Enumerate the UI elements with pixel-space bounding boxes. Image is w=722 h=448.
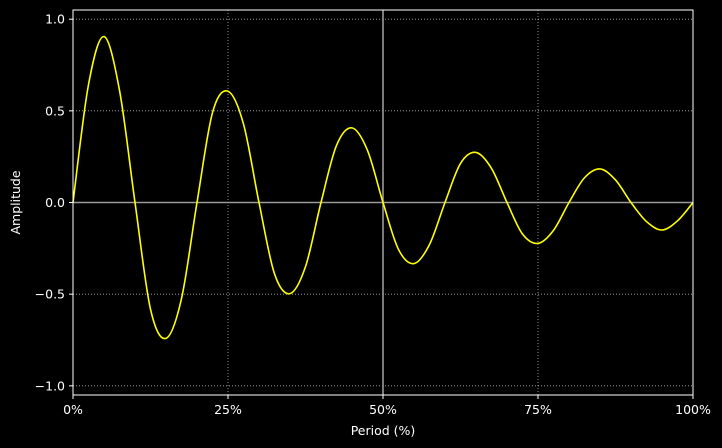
x-tick-label: 0% [63, 402, 83, 417]
x-tick-label: 75% [524, 402, 552, 417]
x-tick-label: 50% [369, 402, 397, 417]
y-axis: −1.0 −0.5 0.0 0.5 1.0 [35, 12, 73, 393]
y-tick-label: −0.5 [35, 287, 65, 302]
series-line [72, 35, 694, 340]
x-axis-label: Period (%) [351, 423, 416, 438]
x-axis: 0% 25% 50% 75% 100% [63, 395, 711, 417]
y-tick-label: 0.0 [45, 195, 65, 210]
y-tick-label: 1.0 [45, 12, 65, 27]
series-layer [72, 35, 694, 340]
y-axis-label: Amplitude [8, 170, 23, 234]
y-tick-label: 0.5 [45, 103, 65, 118]
x-tick-label: 25% [214, 402, 242, 417]
x-tick-label: 100% [675, 402, 711, 417]
y-tick-label: −1.0 [35, 378, 65, 393]
